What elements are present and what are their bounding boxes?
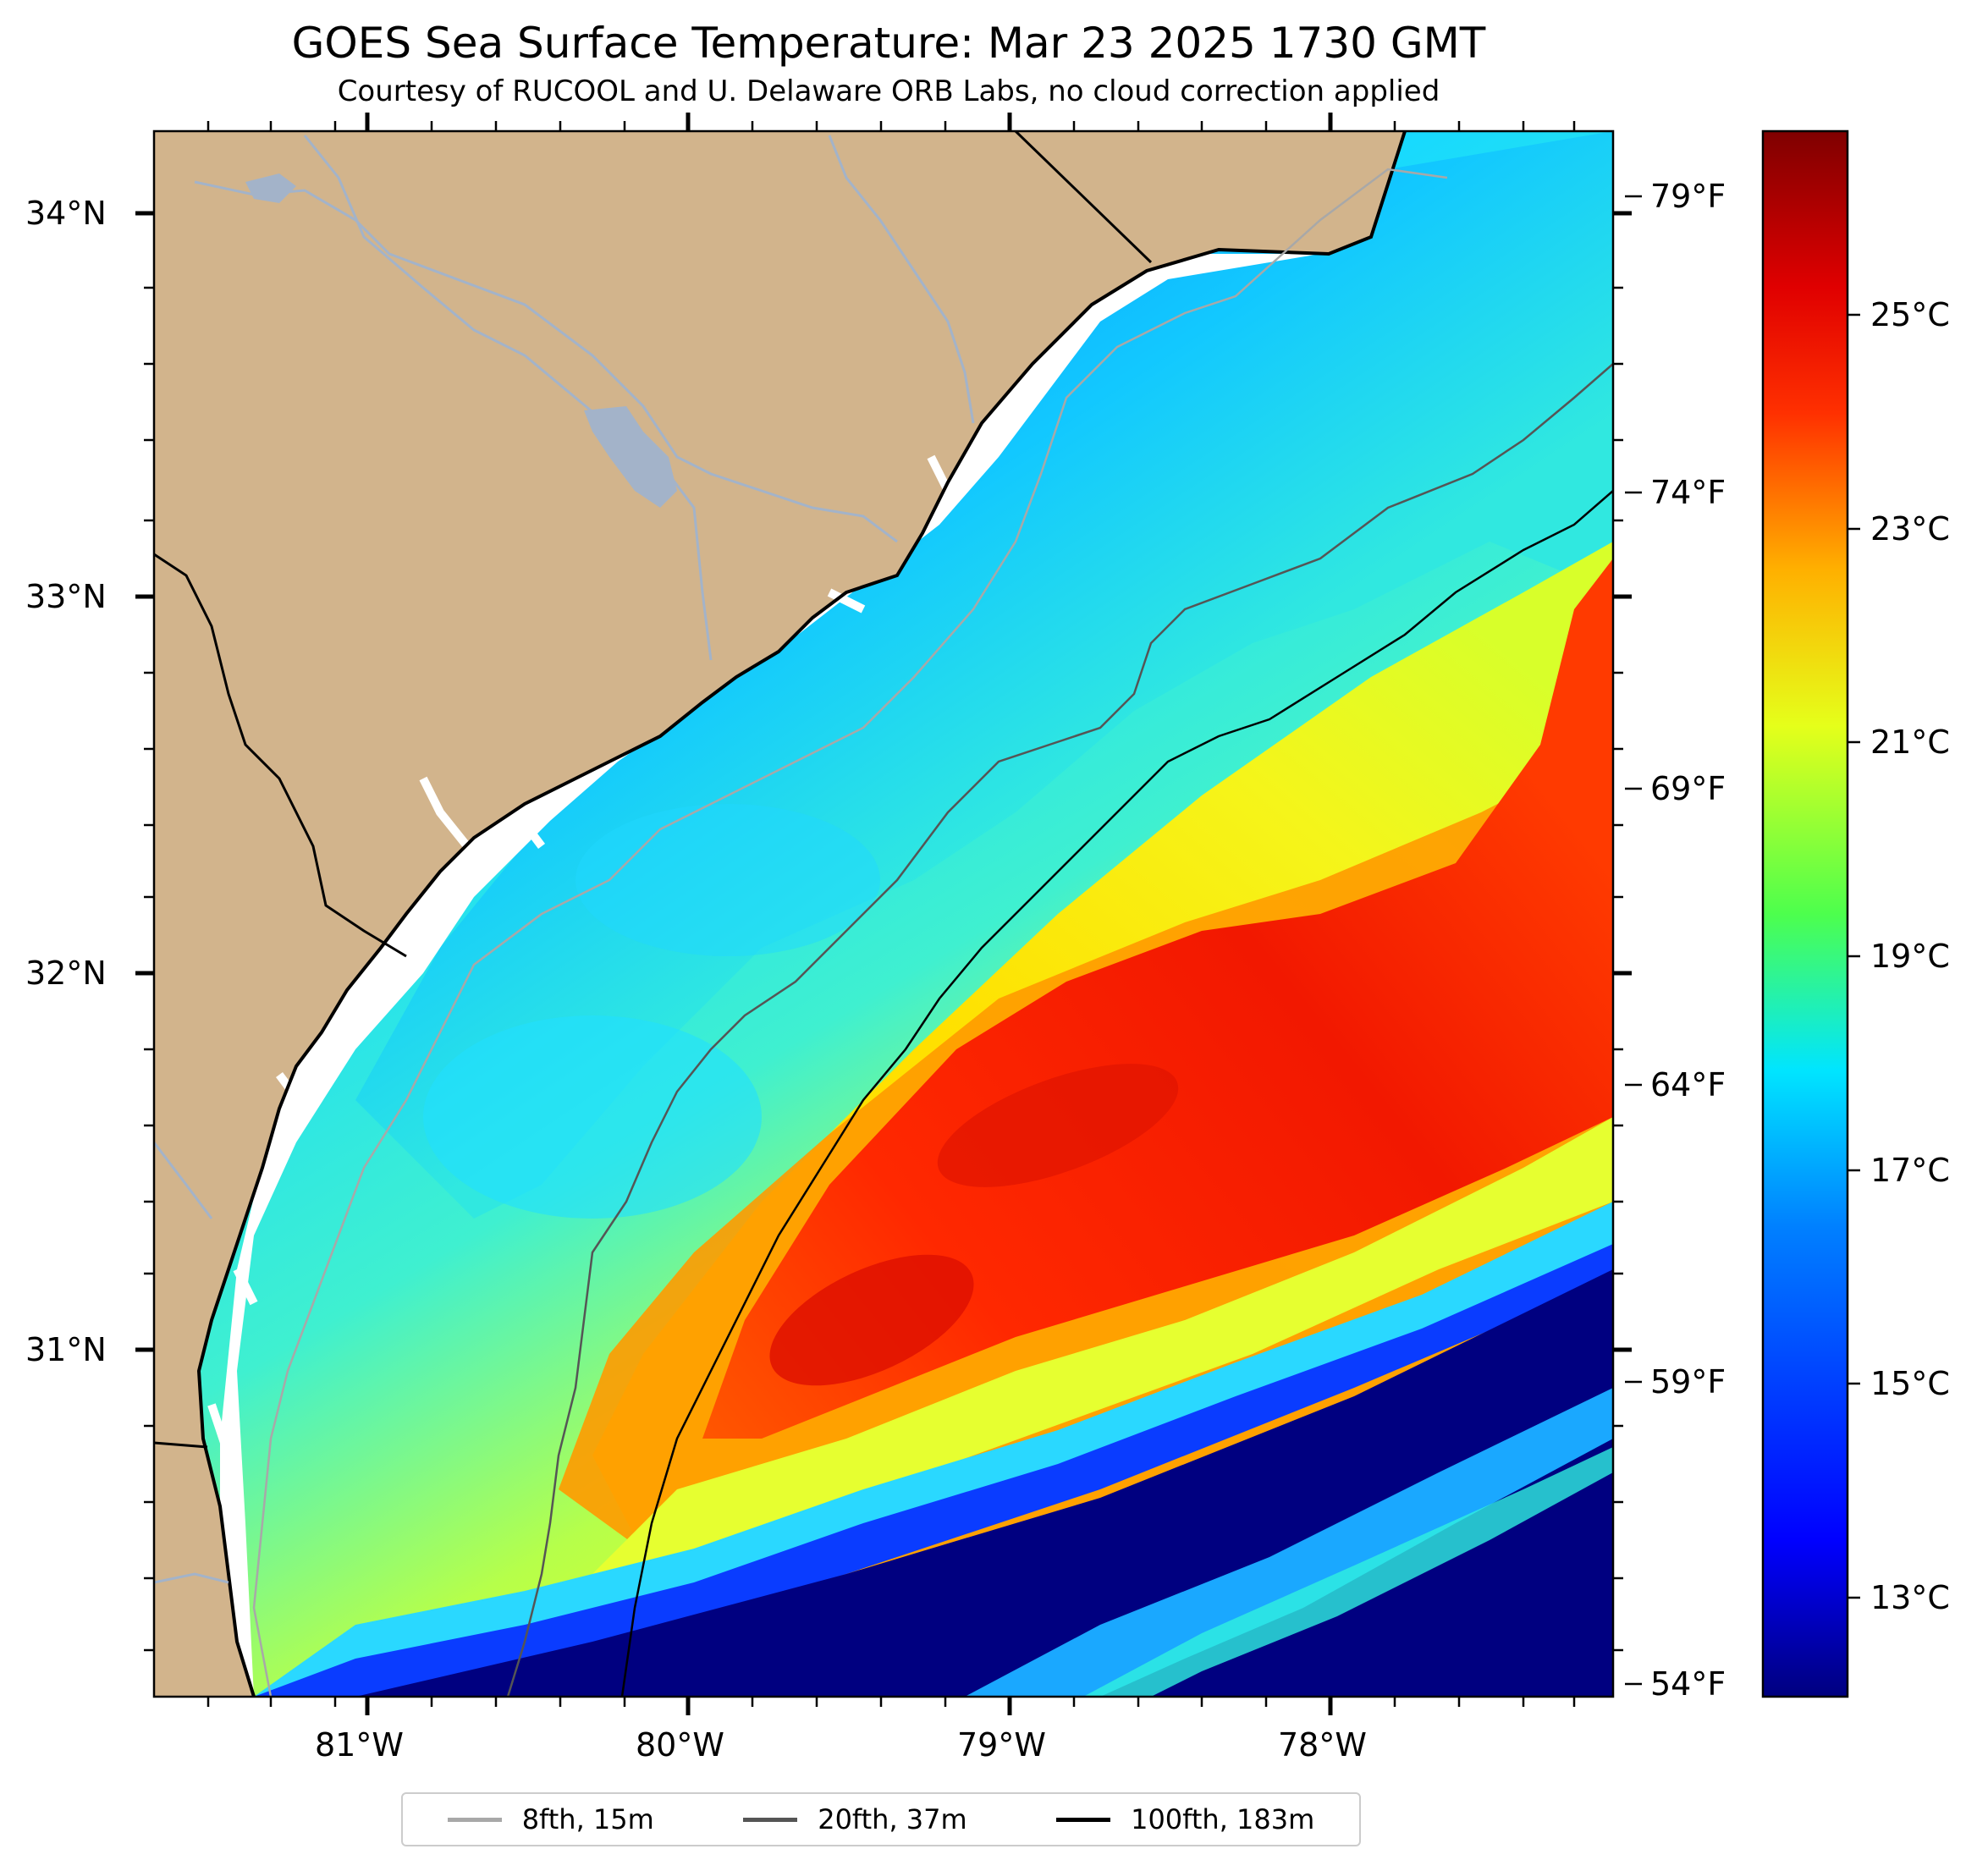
map-subtitle: Courtesy of RUCOOL and U. Delaware ORB L… (337, 74, 1440, 108)
lat-label-34: 34°N (25, 195, 107, 232)
lon-label-78: 78°W (1278, 1726, 1367, 1764)
colorbar-label-13c: 13°C (1870, 1579, 1950, 1616)
coastline (196, 131, 1407, 1697)
legend-item-8fth: 8fth, 15m (447, 1803, 654, 1835)
river (828, 135, 975, 424)
map-title: GOES Sea Surface Temperature: Mar 23 202… (291, 19, 1486, 68)
legend-item-100fth: 100fth, 183m (1056, 1803, 1314, 1835)
lat-major-ticks (135, 211, 1632, 1352)
river (194, 180, 898, 543)
colorbar-label-25c: 25°C (1870, 296, 1950, 333)
cyan-patch (575, 804, 880, 956)
isobath-100fth (620, 490, 1613, 1697)
warm-core-dark (769, 1254, 974, 1386)
colorbar (1761, 129, 1849, 1698)
lon-major-ticks (365, 113, 1333, 1715)
land-mainland (154, 131, 1405, 1697)
cyan-patch (423, 1015, 762, 1219)
isobath-legend: 8fth, 15m 20fth, 37m 100fth, 183m (401, 1792, 1361, 1846)
legend-item-20fth: 20fth, 37m (743, 1803, 967, 1835)
isobath-8fth (252, 168, 1448, 1697)
map-frame (152, 129, 1615, 1698)
southern-cyan-fringe (254, 1202, 1613, 1697)
colorbar-label-17c: 17°C (1870, 1152, 1950, 1189)
legend-label-100fth: 100fth, 183m (1131, 1803, 1315, 1835)
river (154, 1142, 213, 1219)
coastal-inlets (207, 454, 952, 1457)
lat-label-33: 33°N (25, 578, 107, 615)
legend-label-20fth: 20fth, 37m (818, 1803, 967, 1835)
legend-label-8fth: 8fth, 15m (521, 1803, 654, 1835)
legend-swatch-8fth (447, 1817, 502, 1822)
warm-core-dark (937, 1064, 1179, 1187)
fahrenheit-label-54: 54°F (1650, 1665, 1726, 1703)
coastal-nodata-strip (220, 131, 1405, 1697)
state-border (154, 1441, 208, 1449)
state-border (154, 553, 407, 958)
lat-label-31: 31°N (25, 1331, 107, 1368)
minor-ticks (144, 121, 1623, 1707)
river (303, 135, 713, 661)
fahrenheit-label-59: 59°F (1650, 1363, 1726, 1400)
lake (245, 173, 296, 203)
gulf-stream-core (702, 559, 1613, 1439)
fahrenheit-label-64: 64°F (1650, 1066, 1726, 1103)
fahrenheit-label-69: 69°F (1650, 770, 1726, 807)
colorbar-label-15c: 15°C (1870, 1365, 1950, 1402)
lat-label-32: 32°N (25, 955, 107, 992)
colorbar-label-23c: 23°C (1870, 510, 1950, 548)
southern-filament (965, 1388, 1613, 1697)
fahrenheit-ticks (1625, 195, 1642, 1686)
colorbar-label-21c: 21°C (1870, 724, 1950, 761)
legend-swatch-20fth (743, 1817, 798, 1822)
lon-label-79: 79°W (957, 1726, 1046, 1764)
legend-swatch-100fth (1056, 1817, 1111, 1822)
lon-label-81: 81°W (315, 1726, 404, 1764)
lon-label-80: 80°W (636, 1726, 724, 1764)
colorbar-label-19c: 19°C (1870, 938, 1950, 975)
southern-filament-core (1083, 1447, 1613, 1697)
state-border (1014, 131, 1153, 264)
river (154, 1572, 229, 1584)
isobath-20fth (506, 363, 1613, 1697)
map-plot-area (154, 131, 1613, 1697)
southern-front (559, 1117, 1613, 1659)
fahrenheit-label-74: 74°F (1650, 474, 1726, 511)
colorbar-ticks (1848, 313, 1860, 1599)
lake (584, 406, 677, 508)
fahrenheit-label-79: 79°F (1650, 178, 1726, 215)
